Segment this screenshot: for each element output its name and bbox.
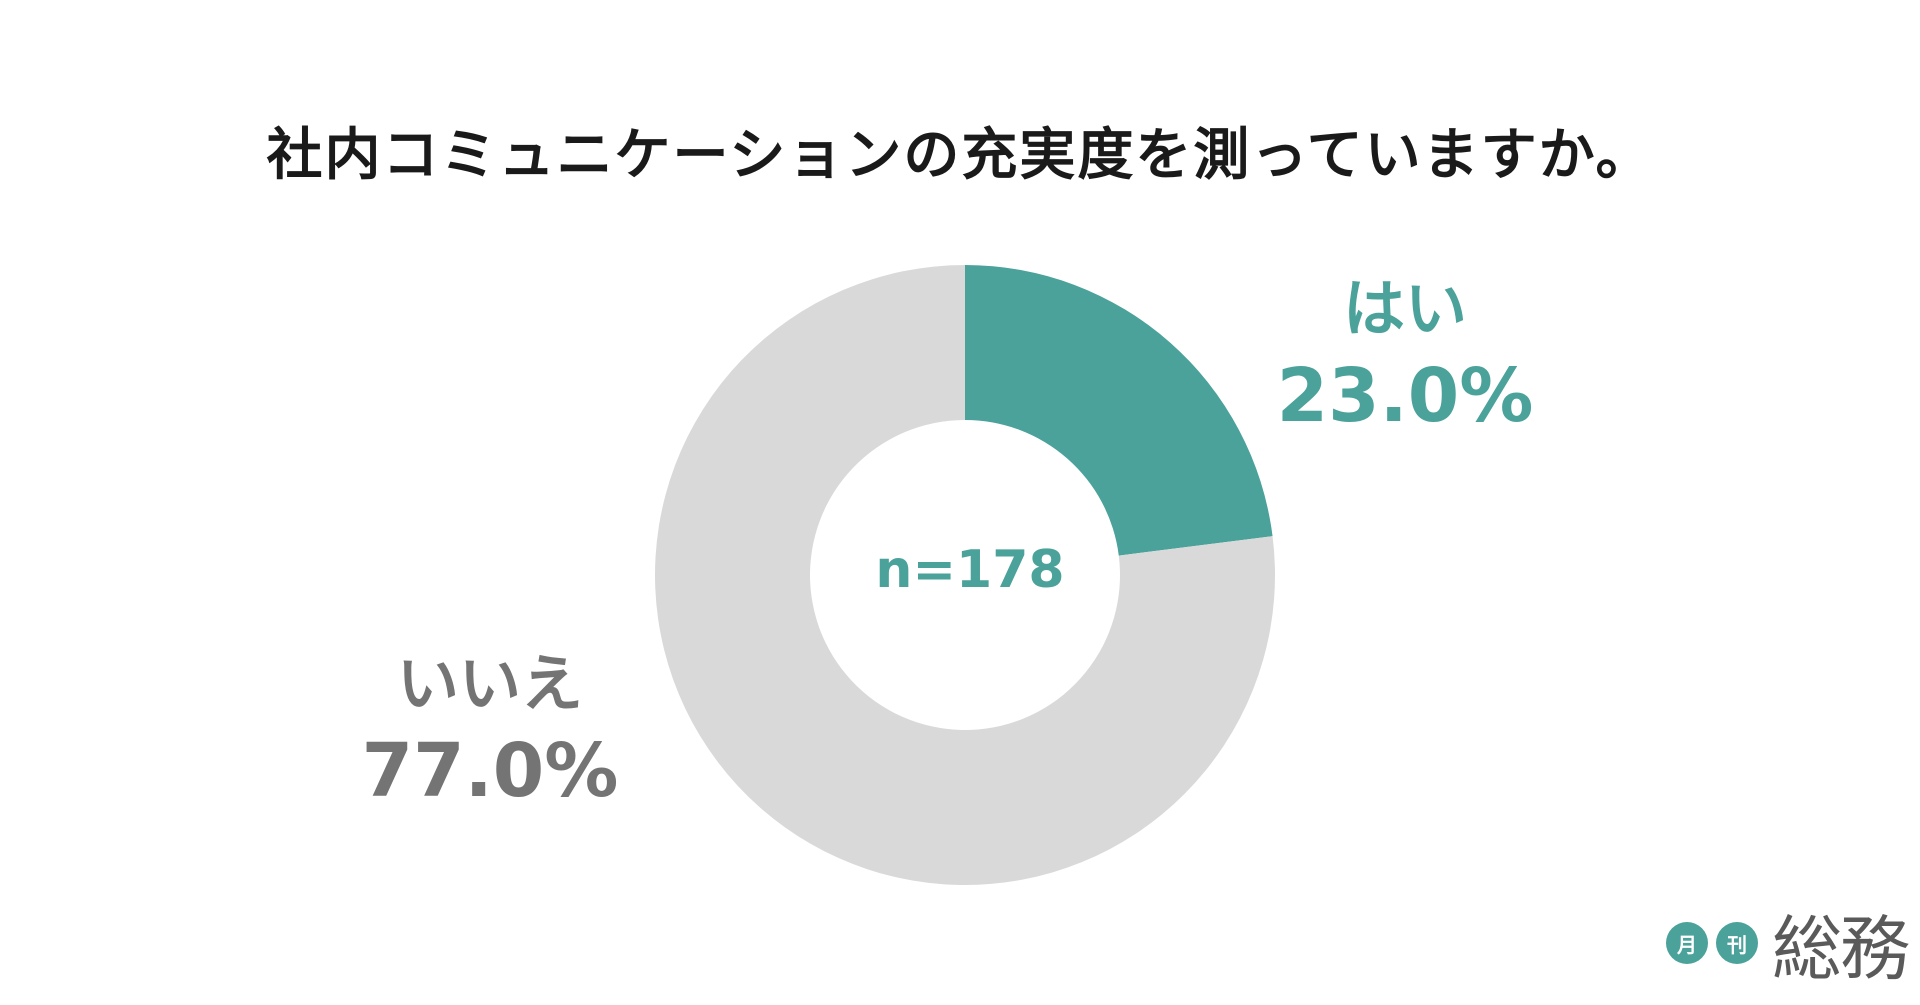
publisher-logo: 月 刊 総務 [1666,898,1910,990]
category-label-no: いいえ [396,647,583,720]
slice-label-no: いいえ 77.0% [360,645,620,819]
category-label-yes: はい [1342,272,1467,345]
logo-badge-tsuki: 月 [1666,922,1708,964]
value-label-no: 77.0% [361,728,619,814]
donut-slice-yes [965,265,1273,556]
value-label-yes: 23.0% [1276,353,1534,439]
logo-wordmark: 総務 [1772,907,1910,990]
slice-label-yes: はい 23.0% [1260,270,1550,444]
logo-badge-kan: 刊 [1716,922,1758,964]
donut-slice-no [654,265,1275,885]
chart-title: 社内コミュニケーションの充実度を測っていますか。 [266,123,1654,188]
sample-size-label: n=178 [875,540,1065,600]
